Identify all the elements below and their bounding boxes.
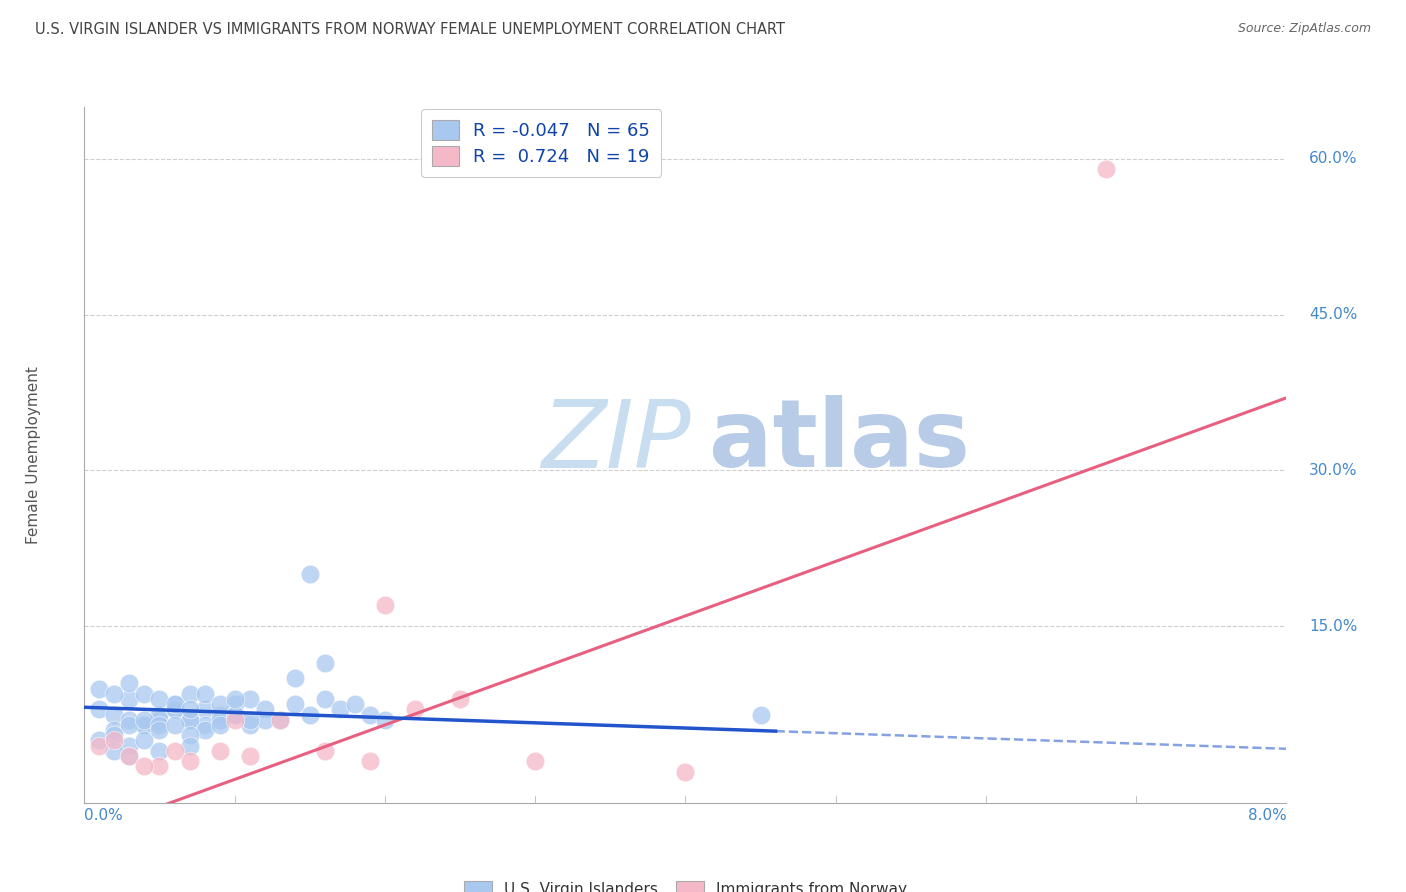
Point	[449, 692, 471, 706]
Point	[148, 692, 170, 706]
Point	[239, 713, 262, 727]
Point	[163, 702, 186, 716]
Point	[179, 702, 201, 716]
Point	[118, 739, 141, 753]
Point	[89, 739, 111, 753]
Point	[194, 702, 217, 716]
Point	[224, 707, 246, 722]
Point	[134, 759, 156, 773]
Point	[194, 687, 217, 701]
Text: 30.0%: 30.0%	[1309, 463, 1358, 478]
Point	[148, 759, 170, 773]
Point	[374, 713, 396, 727]
Point	[224, 713, 246, 727]
Point	[179, 728, 201, 742]
Point	[148, 713, 170, 727]
Point	[524, 754, 547, 768]
Point	[298, 707, 321, 722]
Point	[179, 687, 201, 701]
Point	[253, 713, 276, 727]
Text: 60.0%: 60.0%	[1309, 152, 1358, 167]
Point	[314, 744, 336, 758]
Text: atlas: atlas	[710, 395, 970, 487]
Point	[118, 676, 141, 690]
Text: 0.0%: 0.0%	[84, 808, 124, 823]
Point	[103, 687, 125, 701]
Point	[118, 692, 141, 706]
Point	[148, 744, 170, 758]
Point	[208, 718, 231, 732]
Point	[359, 754, 381, 768]
Legend: U.S. Virgin Islanders, Immigrants from Norway: U.S. Virgin Islanders, Immigrants from N…	[458, 875, 912, 892]
Point	[148, 723, 170, 738]
Point	[118, 718, 141, 732]
Point	[89, 733, 111, 747]
Point	[148, 718, 170, 732]
Point	[179, 713, 201, 727]
Point	[163, 697, 186, 711]
Point	[179, 739, 201, 753]
Point	[224, 707, 246, 722]
Point	[208, 744, 231, 758]
Point	[89, 702, 111, 716]
Point	[103, 733, 125, 747]
Point	[118, 749, 141, 764]
Point	[404, 702, 426, 716]
Point	[314, 656, 336, 670]
Point	[179, 713, 201, 727]
Point	[329, 702, 352, 716]
Point	[374, 599, 396, 613]
Point	[239, 718, 262, 732]
Point	[1095, 162, 1118, 177]
Point	[208, 697, 231, 711]
Point	[118, 713, 141, 727]
Point	[269, 713, 291, 727]
Text: U.S. VIRGIN ISLANDER VS IMMIGRANTS FROM NORWAY FEMALE UNEMPLOYMENT CORRELATION C: U.S. VIRGIN ISLANDER VS IMMIGRANTS FROM …	[35, 22, 785, 37]
Point	[103, 723, 125, 738]
Text: 45.0%: 45.0%	[1309, 307, 1357, 322]
Point	[179, 754, 201, 768]
Point	[359, 707, 381, 722]
Point	[148, 707, 170, 722]
Point	[253, 702, 276, 716]
Point	[239, 692, 262, 706]
Point	[284, 697, 307, 711]
Point	[134, 713, 156, 727]
Point	[118, 749, 141, 764]
Point	[314, 692, 336, 706]
Point	[284, 671, 307, 685]
Point	[134, 687, 156, 701]
Point	[208, 707, 231, 722]
Point	[163, 744, 186, 758]
Point	[343, 697, 366, 711]
Text: 15.0%: 15.0%	[1309, 619, 1357, 633]
Point	[103, 707, 125, 722]
Text: Source: ZipAtlas.com: Source: ZipAtlas.com	[1237, 22, 1371, 36]
Point	[163, 718, 186, 732]
Point	[194, 718, 217, 732]
Point	[224, 697, 246, 711]
Point	[103, 744, 125, 758]
Point	[134, 718, 156, 732]
Point	[208, 713, 231, 727]
Point	[239, 749, 262, 764]
Point	[163, 702, 186, 716]
Point	[194, 723, 217, 738]
Point	[269, 713, 291, 727]
Point	[675, 764, 697, 779]
Point	[103, 728, 125, 742]
Text: Female Unemployment: Female Unemployment	[27, 366, 41, 544]
Point	[298, 567, 321, 582]
Point	[163, 697, 186, 711]
Point	[749, 707, 772, 722]
Point	[134, 733, 156, 747]
Point	[89, 681, 111, 696]
Point	[224, 692, 246, 706]
Point	[134, 718, 156, 732]
Text: 8.0%: 8.0%	[1247, 808, 1286, 823]
Text: ZIP: ZIP	[541, 395, 690, 486]
